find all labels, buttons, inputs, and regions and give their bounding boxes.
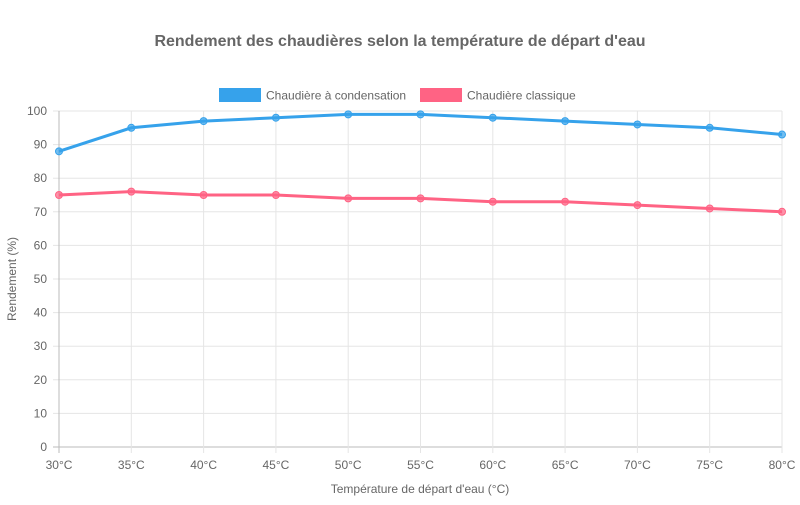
legend: Chaudière à condensation Chaudière classi… [219,88,576,103]
data-point [561,117,570,126]
x-tick-label: 35°C [118,458,145,472]
y-tick-label: 40 [34,306,48,320]
y-tick-label: 0 [40,440,47,454]
data-point [488,197,497,206]
y-tick-label: 30 [34,339,48,353]
x-tick-label: 40°C [190,458,217,472]
chart-title: Rendement des chaudières selon la tempér… [154,33,645,50]
data-point [705,204,714,213]
x-tick-label: 50°C [335,458,362,472]
x-axis-label: Température de départ d'eau (°C) [331,482,510,496]
legend-label: Chaudière classique [467,89,576,103]
legend-swatch [219,88,261,102]
data-point [199,117,208,126]
data-point [271,191,280,199]
data-point [55,147,63,156]
data-point [127,187,136,196]
y-tick-label: 60 [34,238,48,252]
y-tick-label: 50 [34,272,48,286]
x-tick-label: 75°C [696,458,723,472]
series-group [55,110,786,216]
legend-label: Chaudière à condensation [266,89,406,103]
x-tick-label: 30°C [46,458,73,472]
data-point [271,113,280,122]
data-point [778,130,786,139]
x-tick-label: 70°C [624,458,651,472]
x-tick-label: 60°C [479,458,506,472]
y-tick-label: 10 [34,406,48,420]
x-tick-label: 55°C [407,458,434,472]
x-tick-label: 45°C [262,458,289,472]
data-point [561,197,570,206]
data-point [633,201,642,210]
y-tick-label: 90 [34,138,48,152]
data-point [778,207,786,216]
data-point [488,113,497,122]
data-point [416,194,425,203]
data-point [127,123,136,132]
data-point [416,110,425,119]
data-point [344,194,353,203]
data-point [344,110,353,119]
data-point [55,191,63,199]
y-tick-label: 80 [34,171,48,185]
y-axis-label: Rendement (%) [5,237,19,321]
x-tick-label: 80°C [769,458,796,472]
x-axis: 30°C 35°C 40°C 45°C 50°C 55°C 60°C 65°C 70°C 75°C… [46,458,796,472]
y-tick-label: 20 [34,373,48,387]
data-point [633,120,642,129]
y-tick-label: 100 [27,104,47,118]
legend-swatch [420,88,462,102]
grid [53,110,783,453]
y-tick-label: 70 [34,205,48,219]
data-point [199,191,208,199]
y-axis: 0 10 20 30 40 50 60 70 80 90 100 [27,104,47,454]
x-tick-label: 65°C [552,458,579,472]
data-point [705,123,714,132]
